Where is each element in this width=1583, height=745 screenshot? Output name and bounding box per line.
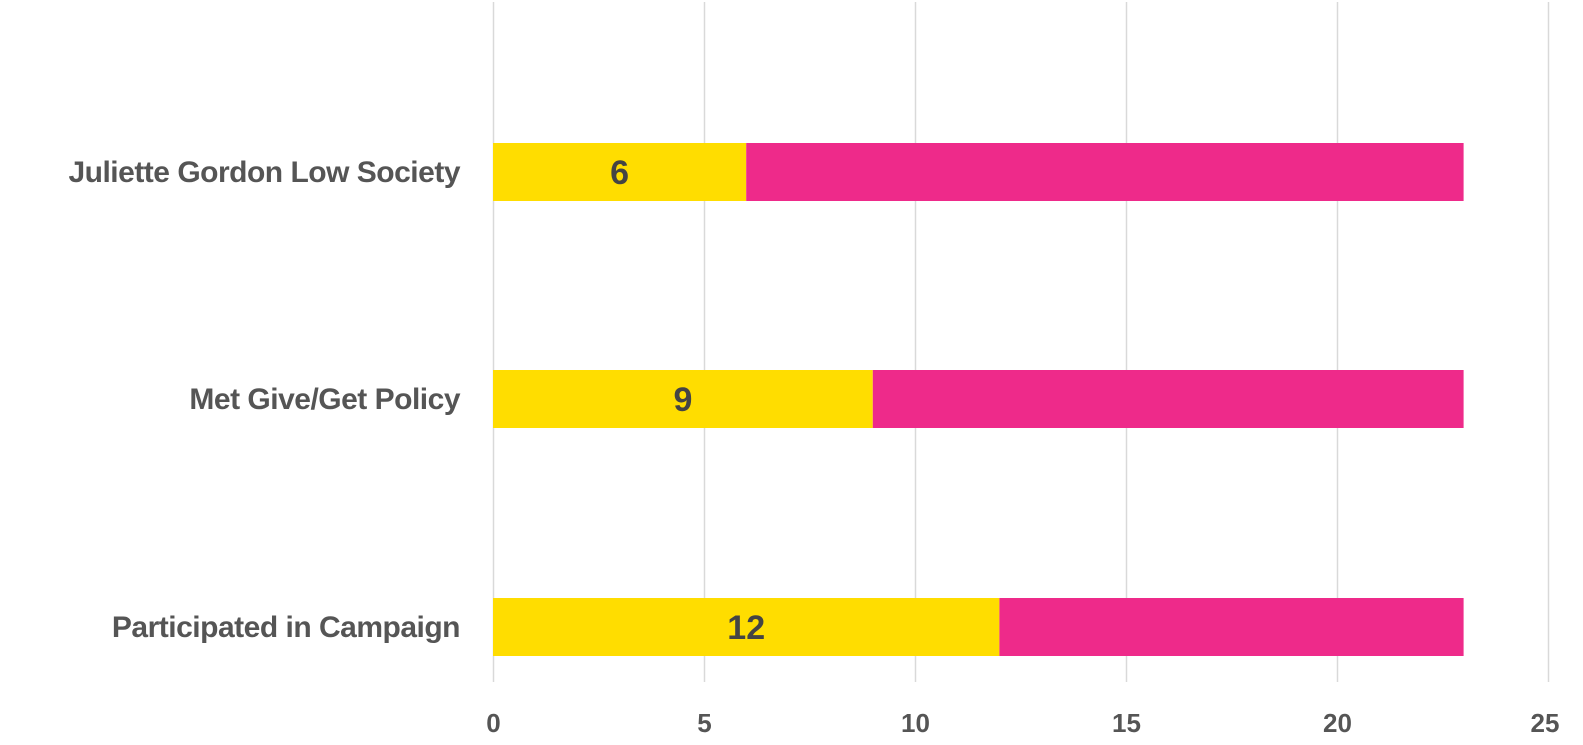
gridlines: [492, 2, 1550, 682]
bar-series1-row3: [493, 598, 1000, 656]
data-label-row3: 12: [727, 609, 765, 647]
data-label-row1: 6: [610, 154, 629, 192]
labels: 0 5 10 15 20 25 6 Juliette Gordon Low Society 9 M…: [68, 154, 1559, 738]
bar-series1-row2: [493, 370, 873, 428]
category-label-row1: Juliette Gordon Low Society: [68, 156, 460, 189]
x-tick-label-0: 0: [486, 708, 500, 738]
bar-series2-row1: [746, 143, 1464, 201]
bar-series2-row2: [872, 370, 1464, 428]
x-tick-label-10: 10: [901, 708, 930, 738]
x-tick-label-25: 25: [1531, 708, 1560, 738]
bar-series2-row3: [999, 598, 1464, 656]
x-tick-label-20: 20: [1323, 708, 1352, 738]
bar-series1-row1: [493, 143, 747, 201]
x-tick-label-5: 5: [697, 708, 711, 738]
bars: [493, 143, 1464, 656]
data-label-row2: 9: [673, 381, 692, 419]
category-label-row2: Met Give/Get Policy: [189, 383, 460, 416]
category-label-row3: Participated in Campaign: [112, 611, 460, 644]
x-tick-label-15: 15: [1112, 708, 1141, 738]
